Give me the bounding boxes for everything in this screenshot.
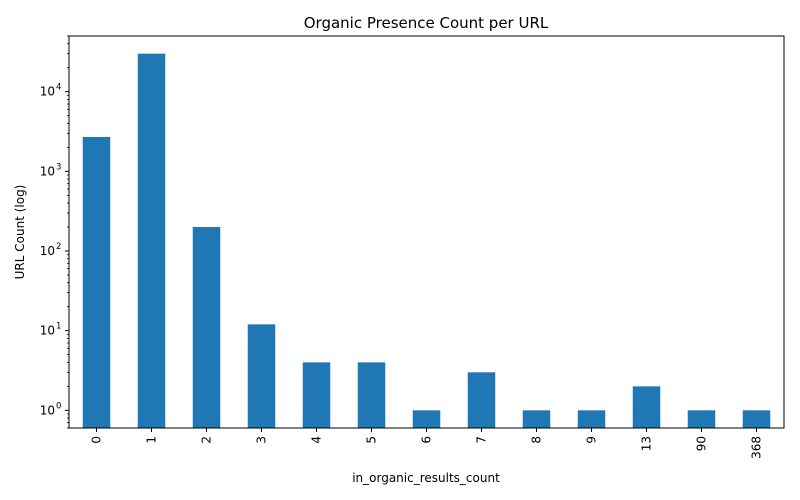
- y-tick-exponent: 4: [56, 83, 61, 93]
- x-tick-label: 7: [475, 436, 489, 444]
- bar: [687, 410, 716, 428]
- y-tick-exponent: 0: [56, 401, 61, 411]
- bar: [522, 410, 551, 428]
- x-tick-label: 368: [750, 436, 764, 459]
- y-tick-label: 10: [40, 244, 55, 258]
- x-tick-label: 13: [640, 436, 654, 451]
- bar: [82, 136, 111, 429]
- bars: [82, 53, 771, 429]
- y-tick-label: 10: [40, 324, 55, 338]
- bar: [742, 410, 771, 428]
- y-tick-label: 10: [40, 164, 55, 178]
- x-axis-ticks: 0 1 2 3 4 5 6 7 8 9 13 90 368: [90, 428, 764, 459]
- x-tick-label: 5: [365, 436, 379, 444]
- x-tick-label: 3: [255, 436, 269, 444]
- bar: [357, 362, 386, 428]
- x-tick-label: 6: [420, 436, 434, 444]
- chart-title: Organic Presence Count per URL: [304, 14, 549, 32]
- bar: [412, 410, 441, 428]
- bar: [137, 53, 166, 429]
- x-axis-label: in_organic_results_count: [352, 471, 500, 485]
- y-axis-label: URL Count (log): [13, 185, 27, 280]
- x-tick-label: 2: [200, 436, 214, 444]
- plot-frame: [68, 35, 785, 429]
- y-tick-label: 10: [40, 403, 55, 417]
- x-tick-label: 90: [695, 436, 709, 451]
- y-tick-exponent: 2: [56, 242, 61, 252]
- bar: [632, 386, 661, 428]
- x-tick-label: 4: [310, 436, 324, 444]
- y-tick-label: 10: [40, 85, 55, 99]
- bar: [467, 372, 496, 428]
- bar: [192, 227, 221, 428]
- x-tick-label: 1: [145, 436, 159, 444]
- y-tick-exponent: 1: [56, 322, 61, 332]
- bar: [302, 362, 331, 428]
- x-tick-label: 0: [90, 436, 104, 444]
- x-tick-label: 8: [530, 436, 544, 444]
- y-tick-exponent: 3: [56, 162, 61, 172]
- x-tick-label: 9: [585, 436, 599, 444]
- bar: [577, 410, 606, 428]
- bar: [247, 324, 276, 428]
